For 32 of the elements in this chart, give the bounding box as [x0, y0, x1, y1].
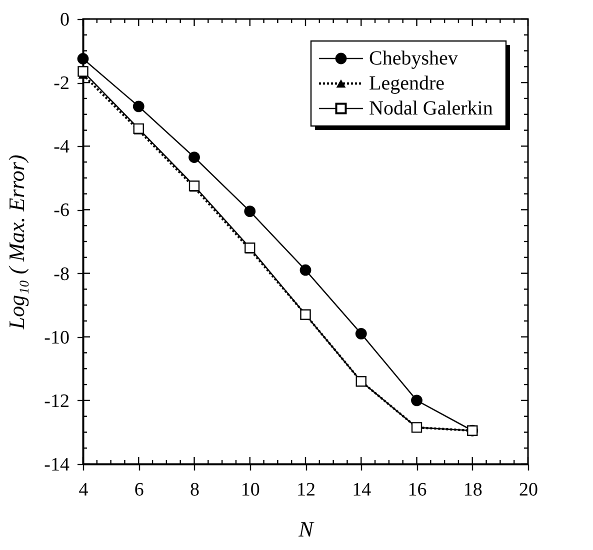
point [300, 264, 312, 276]
point [77, 53, 89, 64]
y-tick-label: 0 [60, 10, 70, 30]
point [132, 100, 144, 112]
y-tick-label: -6 [54, 200, 70, 222]
y-tick-label: -4 [54, 136, 70, 158]
point [188, 180, 200, 192]
x-tick-label: 16 [408, 480, 427, 500]
legend-label: Legendre [369, 72, 445, 94]
point [188, 152, 200, 163]
x-tick-label: 12 [296, 480, 316, 500]
y-tick-label: -2 [54, 73, 70, 94]
point [355, 328, 367, 340]
point [244, 242, 256, 254]
x-tick-label: 18 [463, 480, 482, 500]
x-tick-label: 20 [519, 480, 538, 500]
point [244, 206, 256, 217]
y-axis-title: Log₁₀ ( Max. Error) [4, 154, 30, 330]
x-tick-label: 8 [190, 480, 200, 500]
x-tick-label: 6 [134, 480, 144, 500]
y-tick-label: -12 [44, 390, 70, 412]
legend-label: Nodal Galerkin [369, 98, 493, 120]
x-tick-label: 14 [352, 480, 372, 500]
y-tick-label: -10 [44, 327, 70, 348]
y-tick-label: -8 [54, 264, 70, 285]
legend-label: Chebyshev [369, 48, 458, 70]
x-axis-title: N [298, 516, 315, 542]
x-tick-label: 4 [78, 480, 89, 500]
point [78, 66, 88, 77]
x-tick-label: 10 [240, 480, 260, 500]
point [411, 394, 422, 406]
y-tick-label: -14 [44, 454, 70, 476]
